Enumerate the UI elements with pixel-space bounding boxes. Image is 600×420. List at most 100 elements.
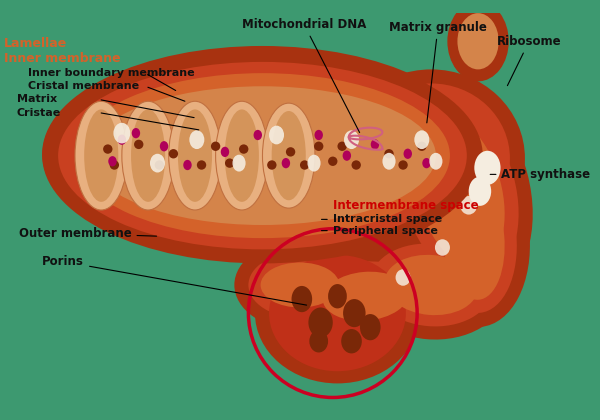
Ellipse shape	[150, 154, 165, 173]
Ellipse shape	[183, 160, 191, 170]
Text: Inner membrane: Inner membrane	[4, 52, 121, 65]
Ellipse shape	[169, 149, 178, 158]
Ellipse shape	[430, 153, 442, 170]
Ellipse shape	[385, 149, 394, 158]
Ellipse shape	[341, 329, 362, 353]
Ellipse shape	[197, 160, 206, 170]
Ellipse shape	[248, 252, 352, 318]
Text: Cristal membrane: Cristal membrane	[28, 81, 139, 91]
Ellipse shape	[110, 160, 119, 170]
Ellipse shape	[469, 177, 491, 206]
Ellipse shape	[269, 255, 406, 371]
Ellipse shape	[371, 139, 379, 150]
Text: Cristae: Cristae	[17, 108, 61, 118]
Ellipse shape	[235, 240, 365, 330]
Ellipse shape	[398, 160, 408, 170]
Ellipse shape	[404, 149, 412, 159]
Ellipse shape	[239, 144, 248, 154]
Text: Inner boundary membrane: Inner boundary membrane	[28, 68, 195, 78]
Ellipse shape	[84, 110, 118, 202]
Ellipse shape	[310, 330, 328, 352]
Text: Peripheral space: Peripheral space	[322, 226, 437, 236]
Ellipse shape	[122, 101, 175, 210]
Ellipse shape	[435, 239, 450, 256]
Ellipse shape	[211, 142, 220, 151]
Ellipse shape	[356, 231, 506, 339]
Ellipse shape	[58, 60, 467, 247]
Ellipse shape	[215, 101, 268, 210]
Ellipse shape	[260, 262, 340, 307]
Ellipse shape	[221, 147, 229, 157]
Ellipse shape	[255, 243, 420, 383]
Ellipse shape	[307, 155, 320, 171]
Ellipse shape	[89, 86, 436, 225]
Ellipse shape	[232, 155, 245, 171]
Ellipse shape	[131, 110, 165, 202]
Ellipse shape	[386, 86, 533, 297]
Ellipse shape	[225, 110, 259, 202]
Ellipse shape	[267, 160, 277, 170]
Ellipse shape	[442, 176, 505, 300]
Ellipse shape	[215, 101, 268, 210]
Ellipse shape	[475, 151, 500, 185]
Ellipse shape	[415, 130, 430, 149]
Ellipse shape	[281, 158, 290, 168]
Ellipse shape	[178, 110, 212, 202]
Ellipse shape	[328, 284, 347, 308]
Ellipse shape	[440, 153, 460, 173]
Ellipse shape	[370, 244, 492, 326]
Ellipse shape	[254, 130, 262, 140]
Ellipse shape	[295, 249, 436, 343]
Ellipse shape	[113, 123, 130, 144]
Ellipse shape	[417, 142, 427, 151]
Ellipse shape	[262, 103, 315, 208]
Ellipse shape	[292, 286, 312, 312]
Ellipse shape	[269, 126, 284, 144]
Ellipse shape	[337, 142, 347, 151]
Ellipse shape	[400, 101, 518, 281]
Ellipse shape	[385, 255, 478, 315]
Ellipse shape	[225, 158, 235, 168]
Ellipse shape	[460, 196, 477, 215]
Ellipse shape	[448, 2, 508, 81]
Ellipse shape	[352, 84, 510, 234]
Ellipse shape	[343, 150, 351, 161]
Ellipse shape	[75, 101, 127, 210]
Ellipse shape	[314, 142, 323, 151]
Text: Lamellae: Lamellae	[4, 37, 67, 50]
Ellipse shape	[160, 141, 168, 152]
Ellipse shape	[84, 110, 118, 202]
Ellipse shape	[190, 130, 205, 149]
Ellipse shape	[134, 140, 143, 149]
Ellipse shape	[103, 144, 112, 154]
Ellipse shape	[42, 46, 483, 262]
Ellipse shape	[225, 110, 259, 202]
Text: Mitochondrial DNA: Mitochondrial DNA	[242, 18, 366, 133]
Ellipse shape	[352, 160, 361, 170]
Text: Intermembrane space: Intermembrane space	[333, 199, 478, 212]
Ellipse shape	[75, 101, 127, 210]
Ellipse shape	[323, 272, 409, 321]
Text: Outer membrane: Outer membrane	[19, 227, 157, 240]
Ellipse shape	[272, 111, 306, 200]
Ellipse shape	[343, 299, 365, 327]
Ellipse shape	[75, 73, 450, 238]
Ellipse shape	[122, 101, 175, 210]
Ellipse shape	[382, 153, 395, 170]
Ellipse shape	[414, 116, 505, 266]
Ellipse shape	[169, 101, 221, 210]
Ellipse shape	[178, 110, 212, 202]
Ellipse shape	[118, 134, 126, 145]
Text: ATP synthase: ATP synthase	[490, 168, 590, 181]
Ellipse shape	[169, 101, 221, 210]
Ellipse shape	[300, 160, 310, 170]
Ellipse shape	[457, 13, 499, 69]
Ellipse shape	[58, 62, 467, 249]
Ellipse shape	[360, 314, 380, 340]
Ellipse shape	[310, 261, 422, 331]
Ellipse shape	[286, 147, 295, 157]
Ellipse shape	[328, 157, 337, 166]
Ellipse shape	[75, 73, 450, 238]
Text: Intracristal space: Intracristal space	[322, 214, 442, 224]
Ellipse shape	[395, 269, 410, 286]
